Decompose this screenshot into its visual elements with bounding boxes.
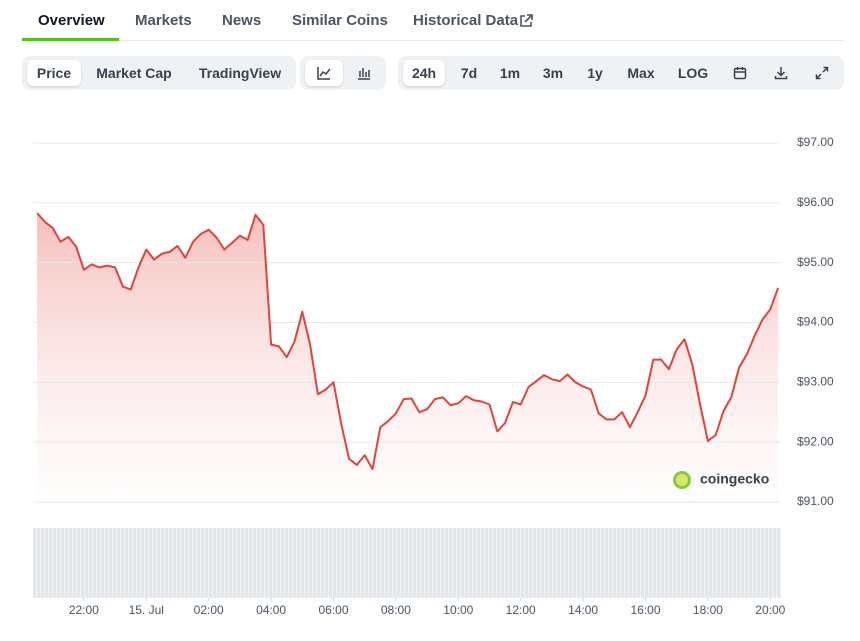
watermark: coingecko [700, 471, 769, 487]
range-button[interactable]: 7d [460, 65, 478, 81]
x-tick-label: 06:00 [318, 603, 348, 617]
x-tick-label: 12:00 [506, 603, 536, 617]
x-tick-label: 15. Jul [129, 603, 164, 617]
range-button[interactable]: Max [627, 65, 655, 81]
x-tick-label: 14:00 [568, 603, 598, 617]
area [37, 213, 779, 505]
price-line [36, 212, 780, 471]
x-tick-label: 02:00 [194, 603, 224, 617]
tab[interactable]: Historical Data [413, 12, 519, 29]
y-tick-label: $93.00 [797, 374, 834, 388]
candle-chart-button[interactable] [345, 60, 383, 86]
calendar-button[interactable] [726, 60, 754, 86]
line-chart-button[interactable] [305, 60, 343, 86]
range-button[interactable]: 3m [542, 65, 564, 81]
tab[interactable]: Similar Coins [292, 12, 388, 29]
volume-bars [33, 528, 781, 598]
y-tick-label: $91.00 [797, 494, 834, 508]
y-tick-label: $96.00 [797, 195, 834, 209]
y-tick-label: $92.00 [797, 434, 834, 448]
view-button[interactable]: TradingView [198, 65, 282, 81]
tab[interactable]: News [222, 12, 262, 29]
x-tick-label: 10:00 [443, 603, 473, 617]
y-tick-label: $95.00 [797, 255, 834, 269]
x-tick-label: 20:00 [755, 603, 785, 617]
x-tick-label: 22:00 [69, 603, 99, 617]
download-button[interactable] [767, 60, 795, 86]
tab-border [22, 40, 844, 41]
external-link-icon [520, 14, 533, 27]
x-tick-label: 04:00 [256, 603, 286, 617]
fullscreen-button[interactable] [808, 60, 836, 86]
tab[interactable]: Markets [135, 12, 192, 29]
y-tick-label: $97.00 [797, 135, 834, 149]
button-group [398, 56, 844, 90]
view-button[interactable]: Price [27, 60, 81, 86]
y-tick-label: $94.00 [797, 315, 834, 329]
range-button[interactable]: 1m [499, 65, 521, 81]
range-button[interactable]: 24h [403, 60, 445, 86]
x-tick-label: 18:00 [693, 603, 723, 617]
x-tick-label: 08:00 [381, 603, 411, 617]
tab[interactable]: Overview [38, 12, 105, 29]
watermark-logo [676, 474, 688, 486]
view-button[interactable]: Market Cap [96, 65, 172, 81]
range-button[interactable]: LOG [677, 65, 709, 81]
range-button[interactable]: 1y [587, 65, 603, 81]
tab-indicator [22, 38, 119, 41]
x-tick-label: 16:00 [630, 603, 660, 617]
